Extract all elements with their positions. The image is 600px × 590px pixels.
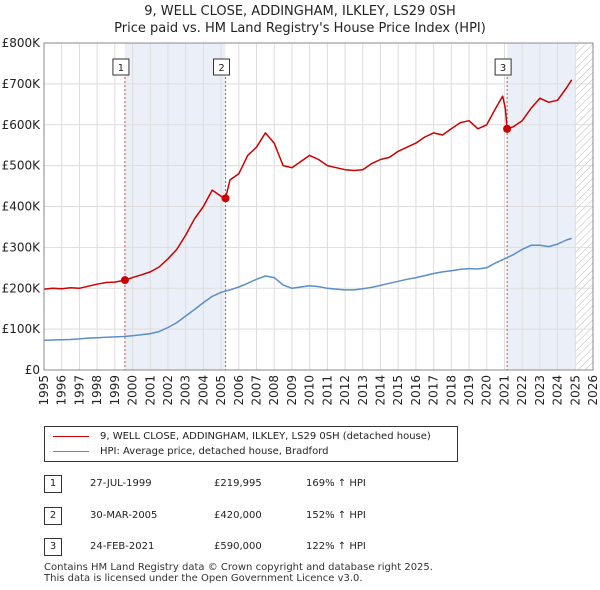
transaction-point [503, 124, 512, 133]
footer-license: This data is licensed under the Open Gov… [44, 573, 363, 584]
y-tick-label: £700K [2, 77, 42, 91]
legend-label-hpi: HPI: Average price, detached house, Brad… [100, 446, 329, 457]
y-tick-label: £300K [2, 240, 42, 254]
transaction-hpi-change: 152% ↑ HPI [306, 510, 366, 521]
x-tick-label: 2006 [232, 375, 246, 406]
y-tick-label: £800K [2, 36, 42, 50]
chart-title: 9, WELL CLOSE, ADDINGHAM, ILKLEY, LS29 0… [144, 4, 456, 19]
x-tick-label: 1995 [37, 375, 51, 406]
legend: 9, WELL CLOSE, ADDINGHAM, ILKLEY, LS29 0… [44, 426, 458, 462]
transaction-point [120, 276, 129, 285]
x-tick-label: 1998 [90, 375, 104, 406]
x-tick-label: 1997 [72, 375, 86, 406]
x-tick-label: 2011 [320, 375, 334, 406]
transaction-date: 24-FEB-2021 [90, 541, 155, 552]
y-tick-label: £500K [2, 159, 42, 173]
x-tick-label: 2004 [196, 375, 210, 406]
x-tick-label: 2005 [214, 375, 228, 406]
y-tick-label: £600K [2, 118, 42, 132]
x-tick-label: 2020 [480, 375, 494, 406]
x-tick-label: 2001 [143, 375, 157, 406]
transaction-number: 1 [44, 475, 62, 493]
x-tick-label: 1996 [55, 375, 69, 406]
transaction-point [221, 194, 230, 203]
x-tick-label: 2021 [497, 375, 511, 406]
x-tick-label: 2022 [515, 375, 529, 406]
x-tick-label: 2018 [444, 375, 458, 406]
chart-subtitle: Price paid vs. HM Land Registry's House … [114, 21, 486, 36]
x-tick-label: 2025 [568, 375, 582, 406]
y-tick-label: £100K [2, 322, 42, 336]
x-tick-label: 2009 [285, 375, 299, 406]
x-tick-label: 2026 [586, 375, 600, 406]
transaction-marker-label: 3 [500, 63, 506, 74]
legend-item-hpi: HPI: Average price, detached house, Brad… [53, 444, 328, 459]
transaction-price: £590,000 [214, 541, 262, 552]
x-tick-label: 2013 [356, 375, 370, 406]
transaction-date: 30-MAR-2005 [90, 510, 158, 521]
x-tick-label: 2003 [179, 375, 193, 406]
legend-swatch-property [53, 436, 89, 437]
price-chart: £0 £100K £200K £300K £400K £500K £600K £700K £80… [2, 36, 600, 406]
y-tick-label: £200K [2, 281, 42, 295]
x-tick-label: 2014 [373, 375, 387, 406]
x-tick-label: 2017 [427, 375, 441, 406]
transaction-number: 3 [44, 538, 62, 556]
plot-frame [43, 42, 594, 371]
transaction-hpi-change: 169% ↑ HPI [306, 478, 366, 489]
x-tick-label: 2015 [391, 375, 405, 406]
x-tick-label: 1999 [108, 375, 122, 406]
transaction-price: £420,000 [214, 510, 262, 521]
transaction-number: 2 [44, 507, 62, 525]
transaction-price: £219,995 [214, 478, 262, 489]
transaction-marker-box [494, 58, 512, 76]
footer: Contains HM Land Registry data © Crown c… [44, 562, 433, 584]
transaction-marker-box [213, 58, 231, 76]
x-tick-label: 2016 [409, 375, 423, 406]
footer-copyright: Contains HM Land Registry data © Crown c… [44, 562, 433, 573]
series-line [43, 237, 572, 341]
x-tick-label: 2007 [250, 375, 264, 406]
x-tick-label: 2002 [161, 375, 175, 406]
x-tick-label: 2000 [126, 375, 140, 406]
x-tick-label: 2023 [533, 375, 547, 406]
x-tick-label: 2019 [462, 375, 476, 406]
transaction-date: 27-JUL-1999 [90, 478, 152, 489]
legend-swatch-hpi [53, 451, 89, 452]
y-tick-label: £400K [2, 200, 42, 214]
legend-label-property: 9, WELL CLOSE, ADDINGHAM, ILKLEY, LS29 0… [100, 431, 431, 442]
transaction-marker-label: 1 [118, 63, 124, 74]
x-tick-label: 2024 [551, 375, 565, 406]
series-line [43, 79, 573, 290]
x-tick-label: 2010 [303, 375, 317, 406]
transaction-marker-box [112, 58, 130, 76]
x-tick-label: 2008 [267, 375, 281, 406]
transaction-marker-label: 2 [218, 63, 224, 74]
transaction-hpi-change: 122% ↑ HPI [306, 541, 366, 552]
legend-item-property: 9, WELL CLOSE, ADDINGHAM, ILKLEY, LS29 0… [53, 429, 431, 444]
x-tick-label: 2012 [338, 375, 352, 406]
y-tick-label: £0 [25, 363, 40, 377]
